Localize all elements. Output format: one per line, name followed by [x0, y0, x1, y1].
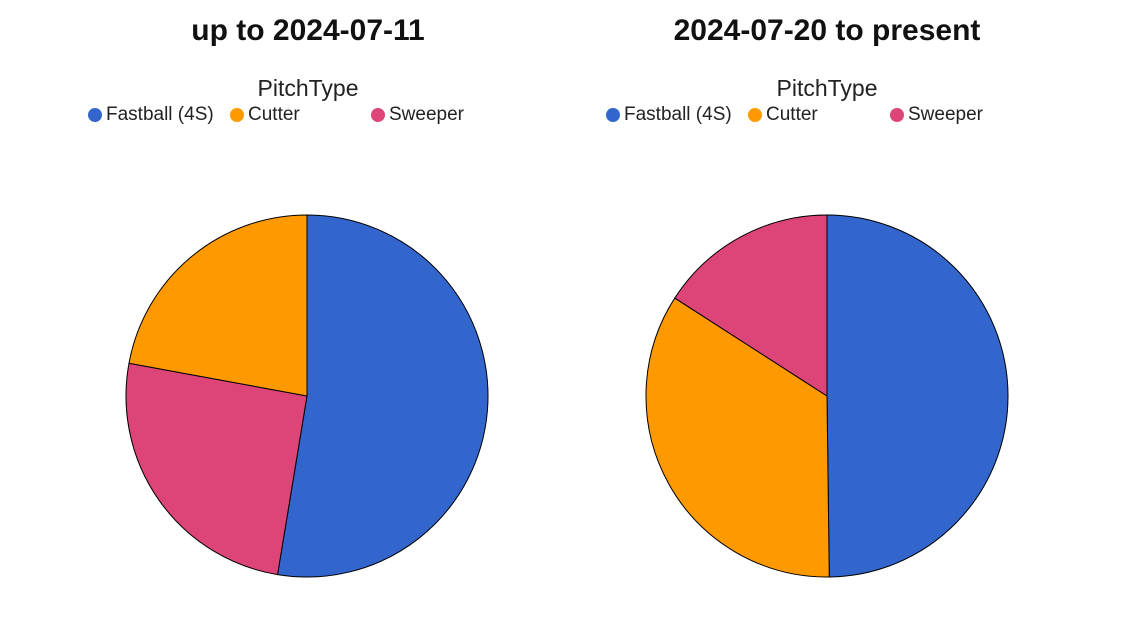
legend-label: Sweeper: [908, 104, 983, 125]
pie-slice-cutter[interactable]: [645, 297, 830, 578]
legend-label: Cutter: [766, 104, 818, 125]
legend-label: Fastball (4S): [106, 104, 214, 125]
legend-marker-icon: [371, 108, 385, 122]
legend-item-sweeper-left[interactable]: Sweeper: [371, 104, 464, 126]
legend-label: Fastball (4S): [624, 104, 732, 125]
legend-marker-icon: [890, 108, 904, 122]
chart-title-right: 2024-07-20 to present: [673, 14, 981, 47]
legend-marker-icon: [88, 108, 102, 122]
legend-marker-icon: [230, 108, 244, 122]
legend-label: Cutter: [248, 104, 300, 125]
legend-title-left: PitchType: [257, 75, 359, 101]
chart-title-left: up to 2024-07-11: [191, 14, 425, 47]
legend-item-cutter-right[interactable]: Cutter: [748, 104, 818, 126]
legend-item-fastball-right[interactable]: Fastball (4S): [606, 104, 732, 126]
legend-label: Sweeper: [389, 104, 464, 125]
pie-slice-sweeper[interactable]: [674, 214, 828, 397]
pie-slice-fastball-4s[interactable]: [826, 214, 1009, 578]
pie-slice-fastball-4s[interactable]: [276, 214, 489, 578]
legend-marker-icon: [748, 108, 762, 122]
legend-marker-icon: [606, 108, 620, 122]
legend-item-fastball-left[interactable]: Fastball (4S): [88, 104, 214, 126]
legend-item-cutter-left[interactable]: Cutter: [230, 104, 300, 126]
pie-slice-sweeper[interactable]: [125, 362, 308, 576]
pie-slice-cutter[interactable]: [128, 214, 308, 397]
legend-item-sweeper-right[interactable]: Sweeper: [890, 104, 983, 126]
legend-title-right: PitchType: [776, 75, 878, 101]
